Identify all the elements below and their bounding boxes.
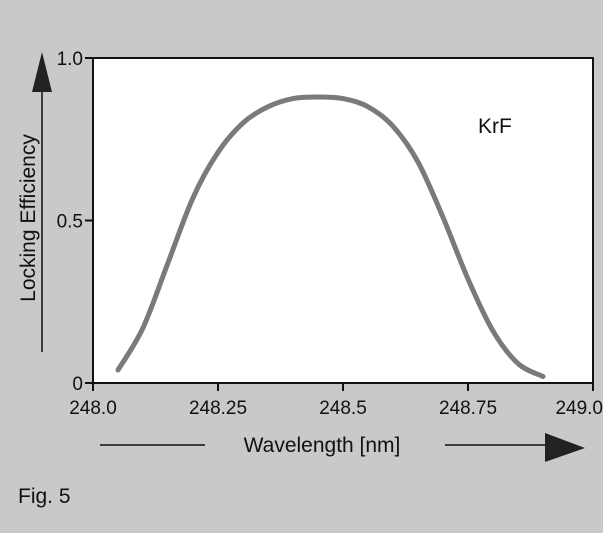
x-tick-label: 249.0 xyxy=(555,398,603,419)
annotation-krf: KrF xyxy=(478,115,512,138)
y-tick-label: 1.0 xyxy=(57,49,83,70)
series-points xyxy=(117,96,544,377)
x-axis-arrow-head xyxy=(545,433,585,462)
y-axis-title: Locking Efficiency xyxy=(17,134,40,302)
x-axis-title: Wavelength [nm] xyxy=(244,434,401,457)
plot-area xyxy=(92,57,594,384)
y-tick-label: 0 xyxy=(72,374,83,395)
x-tick-label: 248.75 xyxy=(439,398,497,419)
x-tick-label: 248.5 xyxy=(319,398,367,419)
x-tick-label: 248.0 xyxy=(69,398,117,419)
x-tick-label: 248.25 xyxy=(189,398,247,419)
y-axis-arrow-head xyxy=(32,52,52,92)
y-tick-label: 0.5 xyxy=(57,212,83,233)
ticks-group: 248.0 248.25 248.5 248.75 249.0 0 0.5 1.0 xyxy=(57,49,603,419)
series-line xyxy=(115,94,546,379)
figure-label: Fig. 5 xyxy=(18,485,71,508)
